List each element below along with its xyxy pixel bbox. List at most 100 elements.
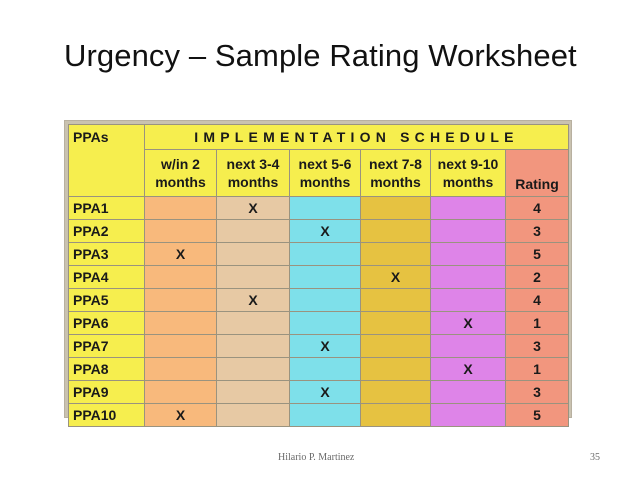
column-header-4: next 7-8 months <box>360 149 431 197</box>
schedule-cell: X <box>144 403 217 427</box>
column-header-line: months <box>299 174 351 190</box>
column-header-line: next 9-10 <box>437 156 499 172</box>
rating-cell: 3 <box>504 219 570 243</box>
schedule-cell <box>430 242 506 266</box>
rating-cell: 5 <box>504 403 570 427</box>
schedule-cell: X <box>216 196 290 220</box>
schedule-cell <box>360 311 431 335</box>
column-header-line: w/in 2 <box>161 156 200 172</box>
schedule-cell: X <box>144 242 217 266</box>
schedule-cell: X <box>430 357 506 381</box>
schedule-cell: X <box>289 219 361 243</box>
schedule-cell <box>216 334 290 358</box>
table-row: PPA2 X 3 <box>68 219 570 243</box>
schedule-cell <box>360 334 431 358</box>
schedule-cell <box>144 380 217 404</box>
ppa-label: PPA9 <box>68 380 145 404</box>
rating-header: Rating <box>504 149 570 197</box>
schedule-cell <box>430 265 506 289</box>
column-header-line: next 3-4 <box>226 156 280 172</box>
ppa-label: PPA7 <box>68 334 145 358</box>
schedule-cell: X <box>289 334 361 358</box>
schedule-cell <box>430 403 506 427</box>
rating-cell: 4 <box>504 288 570 312</box>
ppa-label: PPA6 <box>68 311 145 335</box>
schedule-cell <box>216 219 290 243</box>
column-header-line: next 5-6 <box>298 156 352 172</box>
schedule-cell <box>144 311 217 335</box>
table-row: PPA3 X 5 <box>68 242 570 266</box>
schedule-cell <box>430 219 506 243</box>
column-header-2: next 3-4 months <box>216 149 290 197</box>
schedule-cell <box>216 403 290 427</box>
ppa-label: PPA1 <box>68 196 145 220</box>
schedule-cell: X <box>216 288 290 312</box>
ppa-label: PPA3 <box>68 242 145 266</box>
column-header-line: months <box>370 174 421 190</box>
column-header-line: months <box>155 174 206 190</box>
ppa-label: PPA8 <box>68 357 145 381</box>
schedule-cell: X <box>289 380 361 404</box>
schedule-cell <box>289 265 361 289</box>
rating-cell: 3 <box>504 334 570 358</box>
schedule-cell <box>360 403 431 427</box>
worksheet-body: PPA1 X 4 PPA2 X 3 PPA3 X 5 PPA4 X 2 PPA5 X 4 PPA6 X 1 PPA7… <box>68 196 570 427</box>
schedule-cell <box>360 219 431 243</box>
schedule-cell <box>216 242 290 266</box>
schedule-cell <box>360 357 431 381</box>
table-row: PPA4 X 2 <box>68 265 570 289</box>
worksheet-frame: PPAs IMPLEMENTATION SCHEDULE w/in 2 month… <box>64 120 572 427</box>
column-header-5: next 9-10 months <box>430 149 506 197</box>
schedule-cell <box>430 196 506 220</box>
schedule-cell <box>289 242 361 266</box>
schedule-cell <box>360 380 431 404</box>
schedule-cell <box>144 357 217 381</box>
schedule-cell <box>289 311 361 335</box>
table-row: PPA6 X 1 <box>68 311 570 335</box>
rating-cell: 2 <box>504 265 570 289</box>
ppa-label: PPA4 <box>68 265 145 289</box>
schedule-cell <box>216 380 290 404</box>
rating-cell: 1 <box>504 311 570 335</box>
column-header-3: next 5-6 months <box>289 149 361 197</box>
schedule-cell <box>144 288 217 312</box>
column-header-row: w/in 2 months next 3-4 months next 5-6 months… <box>69 149 570 197</box>
slide-title: Urgency – Sample Rating Worksheet <box>64 38 577 73</box>
schedule-cell <box>430 380 506 404</box>
schedule-cell <box>430 288 506 312</box>
ppa-label: PPA5 <box>68 288 145 312</box>
schedule-cell <box>360 288 431 312</box>
schedule-cell <box>289 357 361 381</box>
footer-author: Hilario P. Martinez <box>278 452 355 463</box>
table-row: PPA9 X 3 <box>68 380 570 404</box>
ppa-label: PPA10 <box>68 403 145 427</box>
schedule-cell <box>360 242 431 266</box>
schedule-cell: X <box>360 265 431 289</box>
table-row: PPA5 X 4 <box>68 288 570 312</box>
schedule-cell <box>144 334 217 358</box>
ppa-label: PPA2 <box>68 219 145 243</box>
schedule-cell <box>430 334 506 358</box>
schedule-cell <box>144 196 217 220</box>
table-row: PPA10 X 5 <box>68 403 570 427</box>
rating-cell: 3 <box>504 380 570 404</box>
rating-cell: 5 <box>504 242 570 266</box>
page-number: 35 <box>590 452 600 463</box>
table-row: PPA7 X 3 <box>68 334 570 358</box>
column-header-line: months <box>442 174 494 190</box>
schedule-cell <box>216 265 290 289</box>
rating-cell: 4 <box>504 196 570 220</box>
schedule-cell <box>289 403 361 427</box>
implementation-schedule-header: IMPLEMENTATION SCHEDULE <box>143 124 570 150</box>
table-row: PPA8 X 1 <box>68 357 570 381</box>
rating-cell: 1 <box>504 357 570 381</box>
schedule-cell <box>144 265 217 289</box>
schedule-cell <box>360 196 431 220</box>
schedule-cell: X <box>430 311 506 335</box>
ppas-header: PPAs <box>68 124 145 197</box>
rating-worksheet-table: PPAs IMPLEMENTATION SCHEDULE w/in 2 month… <box>68 124 570 427</box>
schedule-cell <box>216 357 290 381</box>
schedule-cell <box>216 311 290 335</box>
column-header-line: next 7-8 <box>369 156 422 172</box>
column-header-1: w/in 2 months <box>144 149 217 197</box>
